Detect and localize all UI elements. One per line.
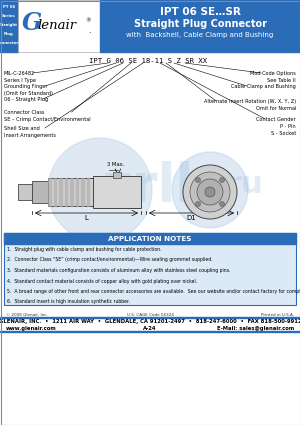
Bar	[76, 178, 78, 206]
Text: 3 Max.: 3 Max.	[107, 162, 124, 167]
Bar	[86, 178, 89, 206]
Text: 4.  Standard contact material consists of copper alloy with gold plating over ni: 4. Standard contact material consists of…	[7, 278, 197, 283]
Text: Straight Plug Connector: Straight Plug Connector	[134, 19, 266, 29]
Text: www.glenair.com: www.glenair.com	[6, 326, 57, 331]
Text: Mod Code Options: Mod Code Options	[250, 71, 296, 76]
Bar	[4, 233, 296, 244]
Text: lenair: lenair	[37, 19, 76, 31]
Text: (Omit for Standard): (Omit for Standard)	[4, 91, 53, 96]
Bar	[0, 331, 300, 332]
Bar	[59, 178, 61, 206]
Text: Insert Arrangements: Insert Arrangements	[4, 133, 56, 138]
Text: Series: Series	[2, 14, 16, 18]
Text: 5.  A broad range of other front and rear connector accessories are available.  : 5. A broad range of other front and rear…	[7, 289, 300, 294]
Text: G: G	[22, 11, 42, 35]
Text: U.S. CAGE Code 06324: U.S. CAGE Code 06324	[127, 313, 173, 317]
Text: E-Mail: sales@glenair.com: E-Mail: sales@glenair.com	[217, 326, 294, 331]
Bar	[48, 178, 50, 206]
Text: A-24: A-24	[143, 326, 157, 331]
Bar	[48, 178, 93, 206]
Text: 2.  Connector Class “SE” (crimp contact/environmental)—Wire sealing grommet supp: 2. Connector Class “SE” (crimp contact/e…	[7, 258, 213, 263]
Text: Contact Gender: Contact Gender	[256, 117, 296, 122]
Text: MIL-C-26482: MIL-C-26482	[4, 71, 35, 76]
Bar	[81, 178, 83, 206]
Text: L: L	[85, 215, 88, 221]
Text: Printed in U.S.A.: Printed in U.S.A.	[261, 313, 294, 317]
Text: .: .	[88, 26, 91, 34]
Circle shape	[205, 187, 215, 197]
Circle shape	[172, 152, 248, 228]
Bar	[64, 178, 67, 206]
Text: S - Socket: S - Socket	[271, 131, 296, 136]
Bar	[4, 233, 296, 305]
Bar	[18, 0, 100, 52]
Text: GLENAIR, INC.  •  1211 AIR WAY  •  GLENDALE, CA 91201-2497  •  818-247-6000  •  : GLENAIR, INC. • 1211 AIR WAY • GLENDALE,…	[0, 319, 300, 324]
Text: Grounding Finger: Grounding Finger	[4, 84, 47, 89]
Text: Plug: Plug	[4, 32, 14, 36]
Bar	[32, 181, 48, 203]
Circle shape	[183, 165, 237, 219]
Text: ®: ®	[85, 19, 91, 23]
Text: See Table II: See Table II	[267, 78, 296, 83]
Text: with  Backshell, Cable Clamp and Bushing: with Backshell, Cable Clamp and Bushing	[126, 32, 274, 38]
Bar	[70, 178, 73, 206]
Circle shape	[197, 179, 223, 205]
Text: Shell Size and: Shell Size and	[4, 126, 40, 131]
Text: IPT 06 SE…SR: IPT 06 SE…SR	[160, 7, 240, 17]
Bar	[100, 0, 300, 52]
Bar	[93, 176, 141, 208]
Text: IPT G 06 SE 18-11 S Z SR XX: IPT G 06 SE 18-11 S Z SR XX	[89, 58, 207, 64]
Circle shape	[196, 201, 200, 207]
Text: ru: ru	[227, 170, 263, 198]
Bar	[0, 0, 18, 52]
Text: P - Pin: P - Pin	[280, 124, 296, 129]
Bar	[113, 172, 121, 178]
Bar	[0, 317, 300, 318]
Circle shape	[196, 178, 200, 182]
Bar	[18, 184, 32, 200]
Text: Connectors: Connectors	[0, 41, 21, 45]
Text: SE – Crimp Contact/Environmental: SE – Crimp Contact/Environmental	[4, 117, 91, 122]
Circle shape	[190, 172, 230, 212]
Text: Alternate Insert Rotation (W, X, Y, Z): Alternate Insert Rotation (W, X, Y, Z)	[204, 99, 296, 104]
Circle shape	[220, 178, 224, 182]
Text: 6.  Standard insert is high insulation synthetic rubber.: 6. Standard insert is high insulation sy…	[7, 300, 130, 304]
Circle shape	[220, 201, 224, 207]
Text: Series I Type: Series I Type	[4, 78, 36, 83]
Text: D1: D1	[187, 215, 196, 221]
Text: Omit for Normal: Omit for Normal	[256, 106, 296, 111]
Text: 1.  Straight plug with cable clamp and bushing for cable protection.: 1. Straight plug with cable clamp and bu…	[7, 247, 162, 252]
Text: Cable Clamp and Bushing: Cable Clamp and Bushing	[231, 84, 296, 89]
Text: zrll: zrll	[102, 161, 194, 213]
Text: PT 06: PT 06	[3, 5, 15, 9]
Circle shape	[48, 138, 152, 242]
Text: 06 - Straight Plug: 06 - Straight Plug	[4, 97, 48, 102]
Text: Straight: Straight	[0, 23, 18, 27]
Text: © 2008 Glenair, Inc.: © 2008 Glenair, Inc.	[6, 313, 48, 317]
Text: APPLICATION NOTES: APPLICATION NOTES	[108, 235, 192, 241]
Text: 3.  Standard materials configuration consists of aluminum alloy with stainless s: 3. Standard materials configuration cons…	[7, 268, 230, 273]
Text: Connector Class: Connector Class	[4, 110, 44, 115]
Bar	[53, 178, 56, 206]
